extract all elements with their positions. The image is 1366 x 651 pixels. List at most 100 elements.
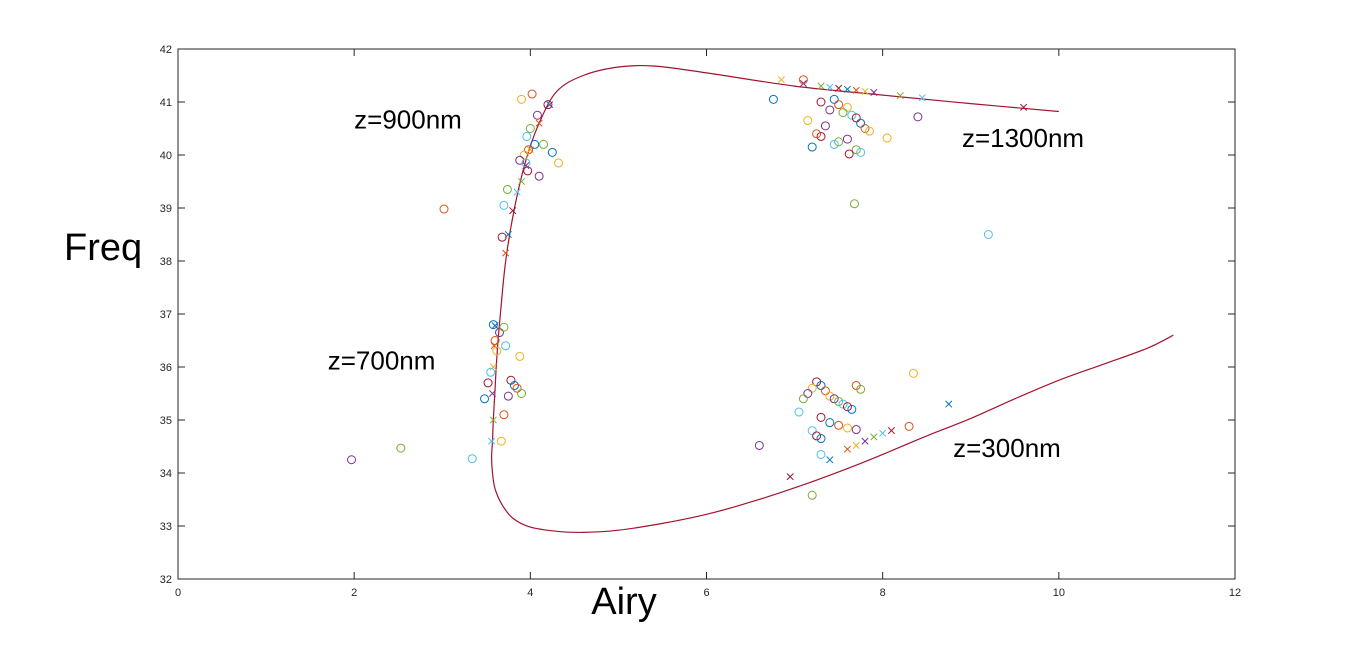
circle-marker-point [812, 431, 822, 441]
y-tick-label: 42 [160, 44, 172, 56]
circle-marker-point [523, 166, 533, 176]
x-marker-point [870, 433, 878, 441]
circle-marker-point [803, 116, 813, 126]
circle-marker-point [439, 204, 449, 214]
circle-marker-point [467, 454, 477, 464]
circle-marker-point [515, 351, 525, 361]
x-marker-point [777, 76, 785, 84]
x-marker-point [535, 119, 543, 127]
x-marker-point [522, 162, 530, 170]
circle-marker-point [480, 394, 490, 404]
x-marker-point [502, 249, 510, 257]
x-tick-label: 8 [880, 587, 886, 599]
circle-marker-point [502, 184, 512, 194]
circle-marker-point [517, 389, 527, 398]
x-marker-point [861, 87, 869, 95]
circle-marker-point [807, 426, 817, 436]
circle-marker-point [532, 110, 542, 120]
circle-marker-point [807, 490, 817, 500]
x-marker-point [852, 86, 860, 94]
circle-marker-point [488, 320, 498, 330]
circle-marker-point [842, 423, 852, 433]
circle-marker-point [483, 378, 493, 388]
circle-marker-point [820, 386, 830, 396]
x-tick-label: 10 [1053, 587, 1065, 599]
circle-marker-point [816, 97, 826, 107]
x-marker-point [786, 473, 794, 481]
circle-marker-point [844, 149, 854, 159]
circle-marker-point [882, 133, 892, 143]
circle-marker-point [851, 425, 861, 435]
x-tick-label: 0 [175, 587, 181, 599]
x-marker-point [887, 427, 896, 435]
circle-marker-point [856, 147, 866, 157]
circle-marker-point [490, 336, 500, 345]
circle-marker-point [547, 147, 557, 157]
circle-marker-point [816, 131, 826, 141]
x-tick-label: 6 [703, 587, 709, 599]
circle-marker-point [512, 383, 522, 393]
circle-marker-point [495, 328, 505, 338]
circle-marker-point [864, 126, 874, 136]
circle-marker-point [825, 418, 835, 428]
circle-marker-point [838, 399, 848, 409]
circle-marker-point [499, 410, 509, 420]
circle-marker-point [834, 137, 844, 147]
circle-marker-point [829, 139, 839, 149]
curve-layer [490, 64, 1174, 534]
circle-marker-point [812, 129, 822, 139]
circle-marker-point [527, 89, 537, 99]
x-marker-point [826, 83, 834, 91]
x-marker-point [489, 416, 497, 424]
circle-marker-point [807, 142, 817, 152]
circle-marker-point [794, 407, 804, 417]
x-marker-point [843, 445, 851, 453]
x-tick-label: 12 [1229, 587, 1241, 599]
circle-marker-point [534, 171, 544, 181]
circle-marker-point [842, 134, 852, 144]
circle-marker-point [860, 124, 870, 133]
circle-marker-point [496, 436, 506, 446]
circle-marker-point [807, 383, 817, 393]
y-tick-label: 41 [160, 97, 172, 109]
circle-marker-point [851, 113, 861, 123]
circle-marker-point [539, 139, 549, 149]
circle-marker-point [517, 94, 527, 104]
circle-marker-point [554, 158, 564, 168]
circle-marker-point [983, 230, 993, 239]
circle-marker-point [525, 124, 535, 133]
x-marker-point [879, 429, 887, 437]
circle-marker-point [829, 394, 839, 404]
circle-marker-point [816, 434, 826, 444]
circle-marker-point [842, 402, 852, 412]
x-marker-point [509, 207, 517, 215]
circle-marker-point [816, 412, 826, 422]
x-tick-label: 4 [527, 587, 533, 599]
x-marker-point [852, 441, 860, 449]
x-tick-label: 2 [351, 587, 357, 599]
circle-marker-point [816, 381, 826, 391]
y-tick-label: 38 [160, 256, 172, 268]
x-marker-point [517, 177, 526, 186]
x-marker-point [1020, 103, 1028, 111]
y-axis-ticks: 32 33 34 35 36 37 38 39 40 41 42 [160, 44, 1235, 586]
circle-marker-point [530, 139, 540, 149]
y-tick-label: 40 [160, 150, 172, 162]
circle-marker-point [522, 131, 532, 141]
circle-marker-point [798, 394, 808, 404]
circle-marker-point [396, 443, 406, 453]
circle-marker-point [834, 100, 844, 110]
x-marker-point [870, 88, 878, 97]
circle-marker-point [825, 105, 835, 115]
circle-marker-point [842, 102, 852, 112]
fit-curve-line [490, 64, 1174, 534]
circle-marker-point [754, 440, 764, 450]
annotation-layer: z=900nm z=1300nm z=700nm z=300nm [328, 105, 1084, 464]
circle-marker-point [492, 346, 502, 356]
annotation-label: z=700nm [328, 346, 436, 376]
circle-marker-point [501, 341, 511, 351]
marker-layer [347, 75, 1028, 500]
circle-marker-point [838, 108, 848, 118]
